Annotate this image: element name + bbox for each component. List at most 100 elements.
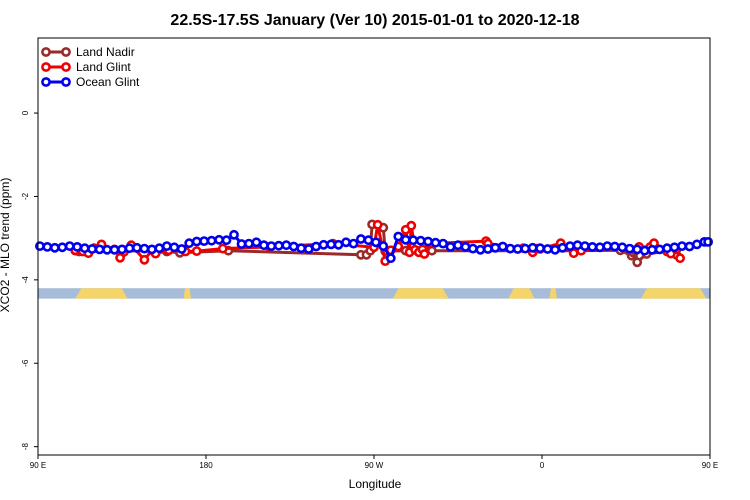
x-tick-label: 90 W [365, 461, 384, 470]
data-point [550, 244, 560, 255]
data-point [146, 244, 157, 255]
data-point [199, 236, 209, 246]
data-point [460, 241, 471, 252]
data-point [229, 229, 239, 240]
data-point [602, 241, 613, 251]
data-point [154, 243, 165, 254]
data-point [79, 243, 90, 254]
data-point [535, 243, 545, 254]
legend-entry-ocean-glint: Ocean Glint [41, 75, 140, 89]
legend-entry-land-nadir: Land Nadir [41, 45, 135, 59]
data-point [258, 240, 269, 251]
data-point [565, 241, 575, 251]
land-band-segment [508, 288, 535, 299]
legend-marker [61, 62, 71, 72]
data-point [490, 242, 501, 253]
data-point [184, 238, 195, 249]
data-point [624, 243, 635, 254]
data-point [632, 257, 643, 268]
data-point [217, 243, 228, 254]
data-point [406, 220, 417, 231]
data-point [49, 242, 60, 253]
data-point [595, 242, 605, 253]
data-point [669, 242, 680, 253]
surface-type-band [38, 288, 710, 299]
land-band-segment [392, 288, 449, 299]
x-axis-label: Longitude [349, 477, 402, 491]
land-band-segment [549, 288, 557, 299]
data-point [482, 244, 493, 254]
y-tick-label: -2 [21, 192, 30, 200]
data-point [296, 243, 307, 254]
data-point [703, 236, 713, 247]
data-point [281, 240, 292, 251]
data-point [169, 242, 180, 253]
data-point [57, 242, 68, 253]
data-point [632, 244, 643, 255]
data-point [363, 235, 374, 246]
x-tick-label: 180 [199, 461, 213, 470]
data-point [139, 254, 150, 265]
data-point [587, 241, 598, 252]
legend-label: Land Glint [76, 60, 131, 74]
ocean-band [38, 288, 710, 299]
legend-label: Ocean Glint [76, 75, 140, 89]
data-point [617, 242, 628, 253]
data-point [662, 243, 672, 254]
data-point [266, 241, 277, 251]
data-point [692, 239, 702, 250]
data-point [72, 241, 83, 252]
data-point [117, 244, 127, 255]
data-point [453, 240, 463, 251]
data-point [520, 243, 531, 254]
legend-label: Land Nadir [76, 45, 135, 59]
y-tick-label: 0 [21, 110, 30, 115]
data-point [87, 244, 97, 254]
data-point [654, 244, 665, 255]
data-point [191, 246, 202, 256]
y-tick-label: -4 [21, 276, 30, 284]
legend-entry-land-glint: Land Glint [41, 60, 131, 74]
data-point [639, 245, 650, 256]
x-axis: 90 E 180 90 W 0 90 E [30, 455, 718, 470]
data-point [572, 240, 583, 251]
data-point [372, 219, 383, 230]
data-point [677, 241, 687, 251]
y-tick-label: -6 [21, 359, 30, 367]
data-series [35, 219, 713, 268]
y-axis-label: XCO2 - MLO trend (ppm) [0, 178, 12, 313]
data-point [94, 244, 105, 255]
data-point [348, 238, 359, 249]
legend-marker [41, 77, 51, 87]
data-point [341, 237, 351, 248]
data-point [497, 241, 508, 252]
data-point [370, 237, 381, 248]
x-tick-label: 0 [540, 461, 545, 470]
data-point [647, 244, 657, 255]
y-tick-label: -8 [21, 443, 30, 451]
data-point [415, 235, 426, 246]
legend-marker [61, 47, 71, 57]
data-point [557, 242, 568, 253]
legend-marker [61, 77, 71, 87]
data-point [430, 237, 441, 248]
y-axis: 0 -2 -4 -6 -8 [21, 110, 38, 450]
data-point [311, 241, 321, 252]
data-point [580, 241, 590, 251]
series-ocean-glint [35, 229, 713, 264]
land-band-segment [183, 288, 192, 299]
data-point [423, 236, 433, 247]
data-point [131, 242, 142, 253]
data-point [318, 239, 329, 250]
data-point [176, 244, 187, 254]
data-point [251, 237, 262, 248]
data-point [333, 239, 344, 250]
data-point [438, 238, 448, 249]
data-point [675, 253, 685, 264]
chart-title: 22.5S-17.5S January (Ver 10) 2015-01-01 … [170, 12, 579, 29]
data-point [378, 241, 389, 251]
data-point [419, 249, 430, 259]
data-point [400, 234, 411, 245]
data-point [475, 244, 486, 255]
